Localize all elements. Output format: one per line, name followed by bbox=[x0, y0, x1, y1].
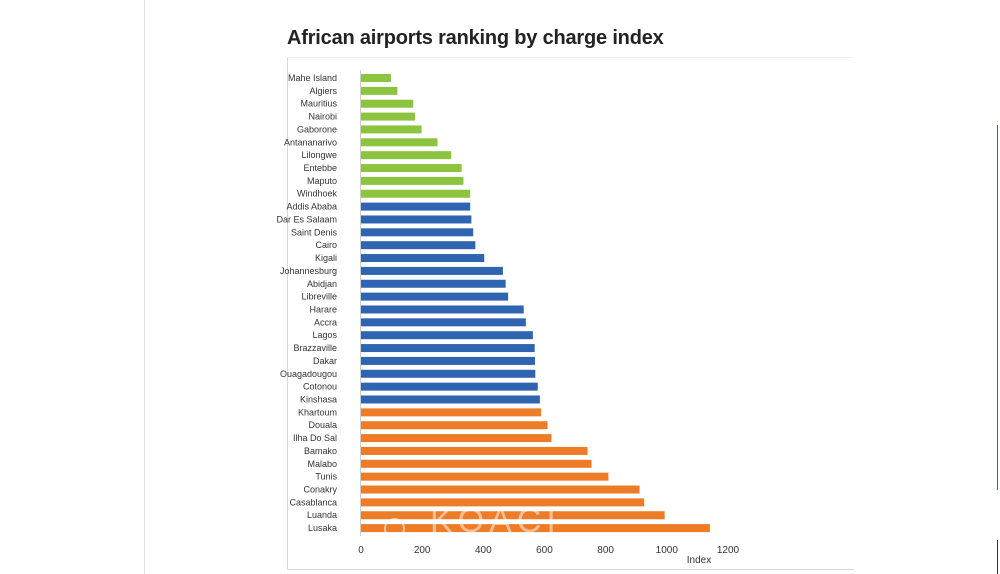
bar-entebbe bbox=[361, 164, 462, 173]
y-tick-label: Cairo bbox=[315, 240, 337, 250]
chart-frame bbox=[287, 57, 854, 570]
y-tick-label: Brazzaville bbox=[293, 343, 337, 353]
watermark-text: KOACI bbox=[430, 502, 561, 540]
bar-lilongwe bbox=[361, 151, 452, 160]
y-tick-label: Harare bbox=[309, 304, 337, 314]
x-tick-label: 400 bbox=[475, 545, 492, 556]
bar-bamako bbox=[361, 446, 588, 455]
bar-kinshasa bbox=[361, 395, 540, 404]
watermark-logo: ○ bbox=[380, 501, 415, 554]
bar-antananarivo bbox=[361, 138, 438, 147]
x-tick-label: 800 bbox=[597, 545, 614, 556]
bar-libreville bbox=[361, 292, 509, 301]
bar-gaborone bbox=[361, 125, 422, 134]
x-tick-label: 0 bbox=[358, 545, 364, 556]
y-tick-label: Kinshasa bbox=[300, 395, 337, 405]
bar-cotonou bbox=[361, 382, 538, 391]
y-tick-label: Algiers bbox=[309, 86, 337, 96]
bar-cairo bbox=[361, 241, 476, 250]
y-tick-label: Bamako bbox=[304, 446, 337, 456]
bar-lusaka bbox=[361, 524, 710, 533]
y-tick-label: Ilha Do Sal bbox=[293, 433, 337, 443]
chart-title: African airports ranking by charge index bbox=[287, 27, 664, 49]
y-tick-label: Accra bbox=[314, 317, 337, 327]
x-tick-label: 1000 bbox=[656, 545, 679, 556]
y-tick-label: Lilongwe bbox=[301, 150, 337, 160]
y-tick-label: Dar Es Salaam bbox=[276, 214, 337, 224]
y-tick-label: Malabo bbox=[307, 459, 337, 469]
y-tick-label: Nairobi bbox=[308, 112, 337, 122]
y-tick-label: Abidjan bbox=[307, 279, 337, 289]
bar-ouagadougou bbox=[361, 369, 536, 378]
bar-casablanca bbox=[361, 498, 645, 507]
y-tick-label: Entebbe bbox=[303, 163, 337, 173]
y-tick-label: Conakry bbox=[303, 485, 337, 495]
y-tick-label: Addis Ababa bbox=[286, 202, 337, 212]
bar-nairobi bbox=[361, 112, 416, 121]
bar-harare bbox=[361, 305, 524, 314]
y-tick-label: Johannesburg bbox=[280, 266, 337, 276]
bar-abidjan bbox=[361, 279, 506, 288]
y-tick-label: Ouagadougou bbox=[280, 369, 337, 379]
page-border-left bbox=[144, 0, 145, 574]
bar-algiers bbox=[361, 86, 398, 95]
bar-windhoek bbox=[361, 189, 471, 198]
bar-mauritius bbox=[361, 99, 414, 108]
bar-johannesburg bbox=[361, 266, 503, 275]
y-tick-label: Kigali bbox=[315, 253, 337, 263]
y-tick-label: Gaborone bbox=[297, 124, 337, 134]
y-tick-label: Saint Denis bbox=[291, 227, 338, 237]
bar-kigali bbox=[361, 254, 485, 263]
bar-addis-ababa bbox=[361, 202, 471, 211]
x-tick-label: 200 bbox=[414, 545, 431, 556]
bar-conakry bbox=[361, 485, 640, 494]
bar-khartoum bbox=[361, 408, 542, 417]
y-tick-label: Cotonou bbox=[303, 382, 337, 392]
y-tick-label: Mauritius bbox=[300, 99, 337, 109]
bar-lagos bbox=[361, 331, 533, 340]
x-axis-label: Index bbox=[687, 555, 711, 566]
bar-brazzaville bbox=[361, 344, 535, 353]
y-tick-label: Maputo bbox=[307, 176, 337, 186]
y-tick-label: Antananarivo bbox=[284, 137, 337, 147]
y-tick-label: Douala bbox=[308, 420, 337, 430]
y-tick-label: Luanda bbox=[307, 510, 337, 520]
bar-luanda bbox=[361, 511, 665, 520]
y-tick-label: Mahe Island bbox=[288, 73, 337, 83]
bar-saint-denis bbox=[361, 228, 474, 237]
bar-accra bbox=[361, 318, 526, 327]
y-tick-label: Dakar bbox=[313, 356, 337, 366]
x-tick-label: 1200 bbox=[717, 545, 740, 556]
y-tick-label: Casablanca bbox=[289, 497, 337, 507]
x-tick-label: 600 bbox=[536, 545, 553, 556]
y-tick-label: Libreville bbox=[301, 292, 337, 302]
sidebar-border bbox=[997, 540, 998, 574]
y-tick-label: Tunis bbox=[315, 472, 337, 482]
bar-tunis bbox=[361, 472, 609, 481]
bar-malabo bbox=[361, 459, 592, 468]
y-tick-label: Lagos bbox=[312, 330, 337, 340]
bar-dar-es-salaam bbox=[361, 215, 472, 224]
y-tick-label: Windhoek bbox=[297, 189, 338, 199]
y-tick-label: Lusaka bbox=[308, 523, 337, 533]
bar-douala bbox=[361, 421, 548, 430]
bar-mahe-island bbox=[361, 74, 391, 82]
bar-maputo bbox=[361, 176, 464, 185]
bar-ilha-do-sal bbox=[361, 434, 552, 443]
y-tick-label: Khartoum bbox=[298, 407, 337, 417]
bar-dakar bbox=[361, 356, 536, 365]
sidebar-border-red bbox=[997, 125, 998, 490]
